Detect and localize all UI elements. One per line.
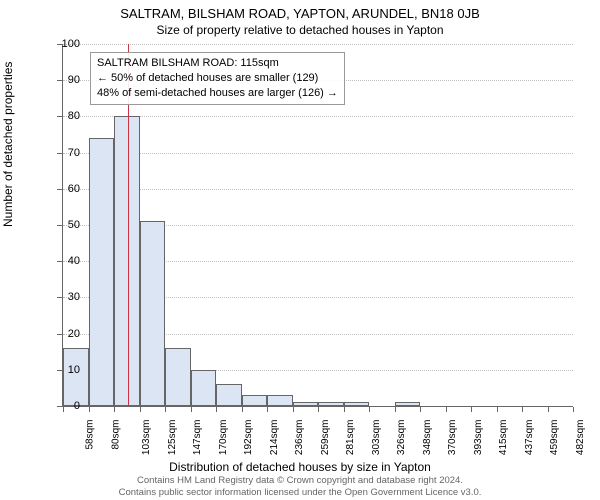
x-tick-label: 393sqm [473,420,484,456]
x-tick [497,407,498,412]
gridline [63,116,573,117]
gridline [63,153,573,154]
histogram-bar [344,402,370,406]
x-tick [216,407,217,412]
annotation-line: ← 50% of detached houses are smaller (12… [97,71,338,86]
x-tick-label: 236sqm [294,420,305,456]
x-tick [293,407,294,412]
x-tick-label: 125sqm [167,420,178,456]
histogram-bar [242,395,268,406]
x-tick [267,407,268,412]
x-tick-label: 147sqm [192,420,203,456]
x-tick-label: 281sqm [345,420,356,456]
footer-attribution: Contains HM Land Registry data © Crown c… [0,475,600,498]
gridline [63,189,573,190]
chart-container: SALTRAM, BILSHAM ROAD, YAPTON, ARUNDEL, … [0,0,600,500]
x-tick [522,407,523,412]
y-tick-label: 100 [50,38,80,50]
x-tick-label: 170sqm [218,420,229,456]
histogram-bar [293,402,319,406]
page-subtitle: Size of property relative to detached ho… [0,23,600,37]
histogram-bar [191,370,217,406]
annotation-line: 48% of semi-detached houses are larger (… [97,86,338,101]
x-tick-label: 415sqm [498,420,509,456]
chart-annotation: SALTRAM BILSHAM ROAD: 115sqm ← 50% of de… [90,52,345,105]
x-tick [395,407,396,412]
x-tick-label: 259sqm [320,420,331,456]
y-axis-title: Number of detached properties [1,62,15,227]
histogram-bar [318,402,344,406]
x-tick-label: 370sqm [447,420,458,456]
annotation-line: SALTRAM BILSHAM ROAD: 115sqm [97,56,338,71]
histogram-bar [395,402,421,406]
x-tick [89,407,90,412]
x-tick [369,407,370,412]
x-tick [446,407,447,412]
y-tick-label: 40 [50,255,80,267]
x-axis-title: Distribution of detached houses by size … [0,460,600,474]
y-tick-label: 20 [50,328,80,340]
histogram-bar [114,116,140,406]
x-tick [191,407,192,412]
gridline [63,44,573,45]
y-tick-label: 50 [50,219,80,231]
page-title: SALTRAM, BILSHAM ROAD, YAPTON, ARUNDEL, … [0,0,600,21]
x-tick [242,407,243,412]
y-tick-label: 10 [50,364,80,376]
x-tick-label: 103sqm [141,420,152,456]
footer-line: Contains HM Land Registry data © Crown c… [0,475,600,486]
x-tick [318,407,319,412]
y-tick-label: 60 [50,183,80,195]
footer-line: Contains public sector information licen… [0,487,600,498]
x-tick-label: 482sqm [575,420,586,456]
x-tick-label: 348sqm [422,420,433,456]
x-tick-label: 80sqm [110,420,121,450]
x-tick [165,407,166,412]
x-tick [548,407,549,412]
histogram-bar [89,138,115,406]
x-tick-label: 214sqm [269,420,280,456]
y-tick-label: 30 [50,291,80,303]
histogram-bar [63,348,89,406]
x-tick [471,407,472,412]
x-tick-label: 58sqm [85,420,96,450]
y-tick-label: 80 [50,110,80,122]
y-tick-label: 0 [50,400,80,412]
x-tick-label: 326sqm [396,420,407,456]
histogram-bar [165,348,191,406]
x-tick [344,407,345,412]
x-tick [140,407,141,412]
x-tick [420,407,421,412]
x-tick-label: 303sqm [371,420,382,456]
y-tick-label: 70 [50,147,80,159]
x-tick-label: 192sqm [243,420,254,456]
x-tick-label: 459sqm [549,420,560,456]
histogram-bar [267,395,293,406]
x-tick [114,407,115,412]
histogram-bar [216,384,242,406]
x-tick [573,407,574,412]
x-tick-label: 437sqm [524,420,535,456]
y-tick-label: 90 [50,74,80,86]
histogram-bar [140,221,166,406]
